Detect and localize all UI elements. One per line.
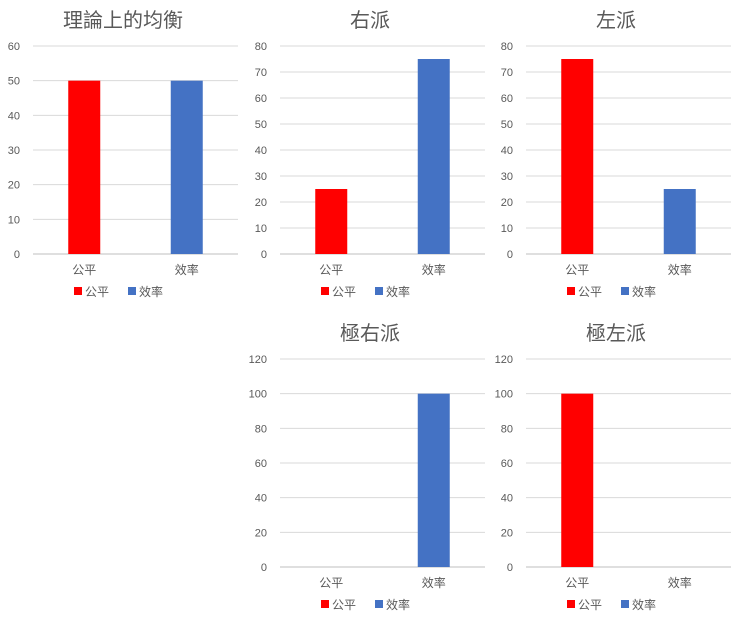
y-tick-label: 120 xyxy=(249,354,267,366)
legend-swatch xyxy=(321,600,329,608)
legend-swatch xyxy=(375,600,383,608)
legend-swatch xyxy=(621,287,629,295)
y-tick-label: 80 xyxy=(255,41,267,53)
y-tick-label: 120 xyxy=(495,354,513,366)
y-tick-label: 50 xyxy=(255,119,267,131)
legend-label: 效率 xyxy=(139,284,163,299)
y-tick-label: 80 xyxy=(255,423,267,435)
y-tick-label: 40 xyxy=(255,145,267,157)
bar-fairness xyxy=(68,80,101,255)
legend-label: 效率 xyxy=(632,597,656,612)
y-tick-label: 40 xyxy=(8,110,20,122)
y-tick-label: 20 xyxy=(501,527,513,539)
y-tick-label: 10 xyxy=(255,223,267,235)
y-tick-label: 0 xyxy=(14,249,20,261)
y-tick-label: 40 xyxy=(501,493,513,505)
y-tick-label: 50 xyxy=(501,119,513,131)
y-tick-label: 30 xyxy=(255,171,267,183)
legend-label: 效率 xyxy=(386,597,410,612)
y-tick-label: 10 xyxy=(501,223,513,235)
chart-title: 右派 xyxy=(350,8,390,32)
x-category-label: 效率 xyxy=(668,262,692,277)
legend-swatch xyxy=(567,287,575,295)
chart-title: 左派 xyxy=(596,8,636,32)
y-tick-label: 0 xyxy=(507,249,513,261)
y-tick-label: 60 xyxy=(8,41,20,53)
x-category-label: 公平 xyxy=(565,576,589,590)
chart-far-left: 極左派 0 20 40 60 80 100 120 公平 效率 公平 效率 xyxy=(493,313,739,626)
bar-efficiency xyxy=(417,393,450,567)
bar-fairness xyxy=(561,59,594,254)
legend-label: 效率 xyxy=(386,284,410,299)
y-tick-label: 20 xyxy=(255,527,267,539)
y-tick-label: 60 xyxy=(255,93,267,105)
y-tick-label: 60 xyxy=(501,458,513,470)
bar-efficiency xyxy=(170,80,203,255)
x-category-label: 公平 xyxy=(319,576,343,590)
y-tick-label: 70 xyxy=(501,67,513,79)
y-tick-label: 20 xyxy=(255,197,267,209)
y-tick-label: 0 xyxy=(261,562,267,574)
x-category-label: 效率 xyxy=(422,262,446,277)
legend-label: 公平 xyxy=(578,598,602,612)
x-category-label: 效率 xyxy=(422,575,446,590)
y-tick-label: 100 xyxy=(249,389,267,401)
y-tick-label: 0 xyxy=(261,249,267,261)
y-tick-label: 30 xyxy=(8,145,20,157)
x-category-label: 公平 xyxy=(319,263,343,277)
x-category-label: 公平 xyxy=(565,263,589,277)
bar-fairness xyxy=(315,189,348,254)
chart-right-wing: 右派 0 10 20 30 40 50 60 70 80 公平 效率 公平 效率 xyxy=(247,0,493,313)
x-category-label: 效率 xyxy=(175,262,199,277)
y-tick-label: 30 xyxy=(501,171,513,183)
legend-swatch xyxy=(128,287,136,295)
y-tick-label: 60 xyxy=(501,93,513,105)
y-tick-label: 60 xyxy=(255,458,267,470)
x-category-label: 公平 xyxy=(72,263,96,277)
chart-theoretical-equilibrium: 理論上的均衡 0 10 20 30 40 50 60 公平 效率 公平 效率 xyxy=(0,0,246,313)
bar-efficiency xyxy=(663,189,696,254)
chart-far-right: 極右派 0 20 40 60 80 100 120 公平 效率 公平 效率 xyxy=(247,313,493,626)
chart-title: 極左派 xyxy=(586,321,646,345)
legend-swatch xyxy=(321,287,329,295)
y-tick-label: 40 xyxy=(501,145,513,157)
x-category-label: 效率 xyxy=(668,575,692,590)
legend-label: 公平 xyxy=(332,285,356,299)
legend-label: 效率 xyxy=(632,284,656,299)
y-tick-label: 20 xyxy=(8,180,20,192)
y-tick-label: 50 xyxy=(8,76,20,88)
legend-swatch xyxy=(621,600,629,608)
y-tick-label: 10 xyxy=(8,214,20,226)
legend-swatch xyxy=(567,600,575,608)
legend-swatch xyxy=(375,287,383,295)
chart-title: 極右派 xyxy=(340,321,400,345)
chart-title: 理論上的均衡 xyxy=(63,8,183,32)
legend-label: 公平 xyxy=(85,285,109,299)
y-tick-label: 20 xyxy=(501,197,513,209)
y-tick-label: 0 xyxy=(507,562,513,574)
bar-fairness xyxy=(561,393,594,567)
legend-label: 公平 xyxy=(332,598,356,612)
legend-label: 公平 xyxy=(578,285,602,299)
y-tick-label: 100 xyxy=(495,389,513,401)
y-tick-label: 80 xyxy=(501,423,513,435)
bar-efficiency xyxy=(417,59,450,254)
legend-swatch xyxy=(74,287,82,295)
y-tick-label: 70 xyxy=(255,67,267,79)
y-tick-label: 40 xyxy=(255,493,267,505)
chart-left-wing: 左派 0 10 20 30 40 50 60 70 80 公平 效率 公平 效率 xyxy=(493,0,739,313)
y-tick-label: 80 xyxy=(501,41,513,53)
